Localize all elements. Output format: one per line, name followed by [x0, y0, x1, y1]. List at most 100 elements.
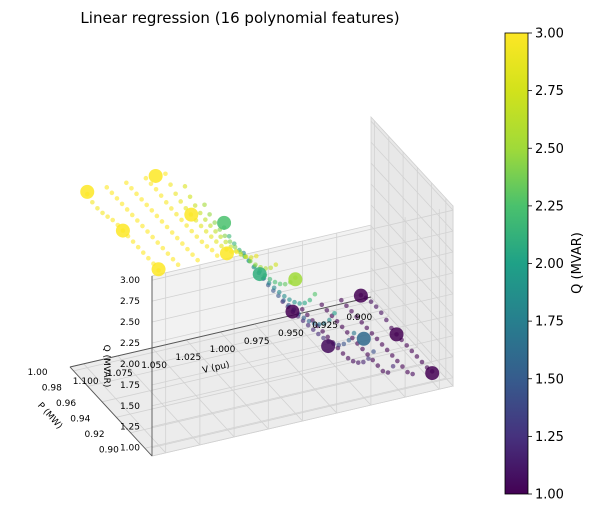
colorbar-tick-label: 2.75 [535, 84, 564, 99]
surface-point [187, 194, 193, 200]
surface-point [208, 223, 213, 229]
surface-point [163, 200, 169, 205]
sample-point [148, 168, 163, 183]
colorbar-tick-label: 3.00 [535, 27, 564, 42]
surface-point [316, 331, 321, 337]
surface-point [219, 243, 224, 249]
surface-point [327, 317, 332, 323]
surface-point [150, 234, 155, 240]
surface-point [134, 191, 139, 197]
surface-point [316, 322, 322, 327]
gridline-q [370, 204, 454, 295]
surface-point [248, 258, 253, 264]
gridline-p [73, 300, 375, 372]
surface-point [104, 185, 110, 190]
surface-point [336, 342, 342, 348]
surface-point [190, 252, 195, 257]
surface-point [272, 279, 278, 285]
axis-lines [69, 276, 372, 457]
surface-point [419, 359, 425, 365]
surface-point [253, 253, 259, 259]
surface-point [301, 315, 307, 321]
sample-points [80, 168, 440, 381]
surface-point [320, 329, 325, 334]
surface-point [253, 262, 258, 267]
surface-point [378, 310, 384, 316]
surface-point [168, 182, 173, 187]
surface-point [310, 327, 316, 332]
gridline-q [370, 120, 454, 211]
sample-point [425, 366, 440, 381]
surface-point [292, 299, 297, 305]
surface-point [389, 353, 395, 358]
surface-point [243, 254, 249, 260]
surface-point [350, 358, 356, 364]
sample-point [184, 207, 199, 222]
sample-point [285, 304, 300, 319]
surface-point [282, 281, 288, 287]
surface-point [204, 244, 210, 249]
surface-point [114, 196, 120, 201]
gridline-q [151, 251, 454, 323]
colorbar: 1.00 1.25 1.50 1.75 2.00 2.25 2.50 2.75 3.00 Q (… [504, 27, 585, 503]
surface-point [182, 184, 188, 189]
surface-point [405, 369, 410, 375]
surface-point [305, 322, 311, 328]
gridline-q [370, 267, 454, 357]
x-tick-label: 0.950 [278, 329, 304, 339]
surface-point [351, 330, 357, 336]
surface-point [355, 360, 361, 365]
surface-point [165, 251, 171, 256]
surface-point [170, 256, 176, 262]
colorbar-ticks: 1.00 1.25 1.50 1.75 2.00 2.25 2.50 2.75 3.00 [528, 27, 564, 503]
surface-point [194, 234, 200, 239]
surface-point [214, 239, 219, 244]
surface-point [197, 210, 203, 216]
surface-point [184, 223, 189, 228]
sample-point [252, 267, 267, 282]
surface-point [209, 247, 215, 253]
surface-point [202, 202, 207, 208]
surface-point [409, 348, 415, 354]
surface-point [375, 363, 381, 368]
z-tick-label: 2.00 [120, 360, 140, 370]
surface-point [344, 303, 349, 309]
plot-3d-axes[interactable]: 0.900 0.925 0.950 0.975 1.000 1.025 1.050 1.075… [28, 115, 454, 457]
surface-point [325, 334, 331, 340]
surface-point [119, 201, 125, 207]
surface-point [384, 317, 389, 323]
sample-point [115, 223, 130, 238]
surface-point [361, 359, 366, 365]
colorbar-tick-label: 2.00 [535, 257, 564, 272]
surface-point [192, 203, 198, 208]
surface-point [287, 297, 292, 302]
surface-point [346, 337, 352, 343]
surface-point [180, 241, 185, 246]
surface-point [273, 262, 279, 267]
gridline-q [370, 246, 454, 337]
surface-point [404, 343, 410, 348]
surface-point [276, 289, 282, 295]
sample-point [353, 288, 368, 303]
y-tick-label: 0.96 [56, 399, 76, 409]
surface-point [268, 265, 274, 271]
surface-point [159, 219, 165, 224]
tick-labels: 0.900 0.925 0.950 0.975 1.000 1.025 1.050 1.075… [28, 276, 373, 455]
surface-point [164, 224, 170, 230]
surface-point [311, 321, 317, 326]
surface-point [410, 371, 415, 377]
surface-point [354, 314, 359, 320]
surface-point [371, 349, 376, 354]
gridline-q [370, 162, 454, 253]
surface-point [339, 324, 345, 330]
surface-point [169, 230, 175, 235]
surface-point [149, 208, 155, 213]
surface-point [373, 304, 379, 309]
surface-point [368, 299, 374, 304]
sample-point [288, 272, 303, 287]
surface-point [223, 239, 229, 245]
surface-point [179, 217, 184, 223]
surface-point [90, 199, 95, 205]
y-axis-line [69, 366, 153, 457]
